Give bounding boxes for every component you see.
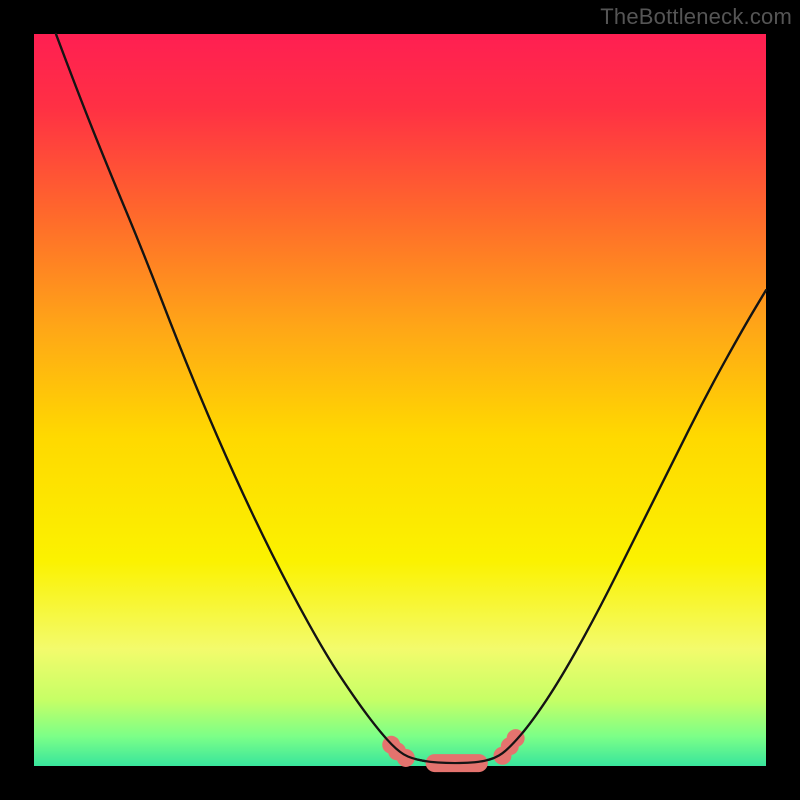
plot-background [34, 34, 766, 766]
watermark-text: TheBottleneck.com [600, 4, 792, 30]
bottleneck-chart-svg [0, 0, 800, 800]
